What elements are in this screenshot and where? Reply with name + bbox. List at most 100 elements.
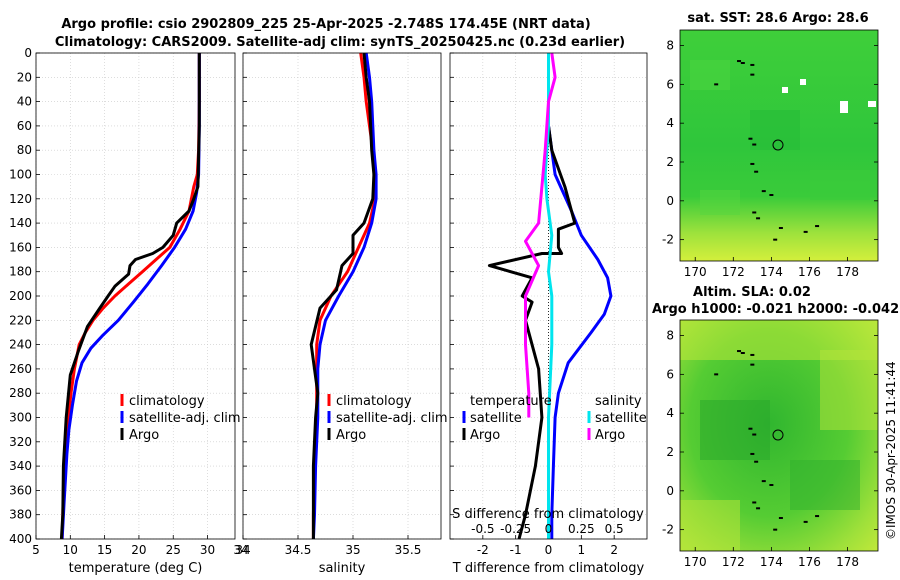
- sst-map: sat. SST: 28.6 Argo: 28.6 170 172 174 176 17…: [662, 11, 879, 279]
- map-x-tick-label: 178: [836, 555, 859, 569]
- island-mark: [769, 194, 774, 196]
- map-x-tick-label: 170: [684, 265, 707, 279]
- island-mark: [773, 528, 778, 531]
- y-tick-label: 60: [17, 119, 32, 133]
- sst-map-islands: [714, 60, 820, 241]
- x-tick-label: -1: [510, 543, 522, 557]
- island-mark: [714, 83, 719, 86]
- map-y-tick-label: -2: [662, 233, 674, 247]
- y-tick-label: 260: [9, 362, 32, 376]
- series-line-s-satellite: [543, 53, 554, 539]
- map-y-tick-label: 0: [666, 194, 674, 208]
- island-mark: [778, 227, 783, 229]
- map-x-tick-label: 172: [722, 555, 745, 569]
- island-mark: [778, 517, 783, 519]
- y-tick-label: 380: [9, 508, 32, 522]
- legend-label: satellite-adj. clim: [129, 411, 241, 426]
- axes-frame: [35, 52, 236, 540]
- s-tick-label: -0.25: [500, 522, 531, 536]
- series-group: [59, 53, 201, 540]
- map-y-tick-label: 2: [666, 155, 674, 169]
- island-mark: [752, 211, 757, 214]
- x-tick-label: -2: [477, 543, 489, 557]
- x-axis-label: temperature (deg C): [69, 561, 203, 576]
- sst-argo-marker: [772, 139, 784, 151]
- sst-map-axes: 170 172 174 176 178 -2 0 2 4 6 8: [662, 39, 878, 279]
- x-tick-label: 1: [578, 543, 586, 557]
- y-tick-label: 360: [9, 483, 32, 497]
- legend-label: Argo: [336, 428, 366, 443]
- x-tick-label: 30: [200, 543, 215, 557]
- x-axis-label: T difference from climatology: [452, 561, 645, 576]
- island-mark: [773, 238, 778, 241]
- map-x-tick-label: 176: [798, 555, 821, 569]
- map-x-tick-label: 172: [722, 265, 745, 279]
- x-tick-label: 0: [545, 543, 553, 557]
- grid: [242, 52, 441, 540]
- series-line-satellite-adj-clim: [311, 52, 378, 540]
- island-mark: [761, 480, 766, 483]
- sst-map-title: sat. SST: 28.6 Argo: 28.6: [687, 11, 868, 26]
- island-mark: [752, 501, 757, 504]
- x-tick-label: 15: [97, 543, 112, 557]
- island-mark: [803, 230, 808, 233]
- island-mark: [761, 190, 766, 193]
- sla-map-islands: [714, 350, 820, 531]
- legend-label: satellite: [470, 411, 522, 426]
- temperature-plot: 0 20 40 60 80 100 120 140 160 180 200 220 240 260 280 3…: [9, 46, 249, 576]
- x-tick-label: 20: [131, 543, 146, 557]
- s-difference-label: S difference from climatology: [452, 507, 644, 522]
- axes-frame: [449, 52, 648, 540]
- legend-label: Argo: [595, 428, 625, 443]
- y-tick-label: 20: [17, 70, 32, 84]
- island-mark: [752, 433, 757, 436]
- island-mark: [754, 460, 759, 463]
- map-x-tick-label: 174: [760, 265, 783, 279]
- y-tick-label: 220: [9, 313, 32, 327]
- island-mark: [750, 162, 755, 165]
- sla-map-frame: [679, 319, 879, 552]
- series-line-t-satellite: [547, 53, 613, 539]
- series-line-satellite-adj-clim: [60, 53, 201, 540]
- legend-label: Argo: [470, 428, 500, 443]
- island-mark: [815, 225, 820, 228]
- map-y-tick-label: 8: [666, 39, 674, 53]
- island-mark: [714, 373, 719, 376]
- difference-plot: -2 -1 0 1 2 T difference from climatology temp…: [449, 52, 648, 576]
- legend: climatology satellite-adj. clim Argo: [327, 394, 448, 443]
- y-tick-label: 280: [9, 386, 32, 400]
- y-tick-label: 200: [9, 289, 32, 303]
- island-mark: [769, 484, 774, 486]
- x-tick-label: 34.5: [285, 543, 312, 557]
- legend-label: climatology: [129, 394, 205, 409]
- y-tick-label: 240: [9, 338, 32, 352]
- y-tick-label: 40: [17, 95, 32, 109]
- map-y-tick-label: 4: [666, 406, 674, 420]
- series-group: [309, 52, 378, 540]
- y-tick-label: 160: [9, 240, 32, 254]
- map-x-tick-label: 174: [760, 555, 783, 569]
- y-tick-label: 320: [9, 435, 32, 449]
- series-line-s-argo: [524, 52, 557, 418]
- island-mark: [750, 73, 755, 76]
- x-tick-label: 35: [345, 543, 360, 557]
- y-tick-label: 100: [9, 168, 32, 182]
- island-mark: [750, 363, 755, 366]
- island-mark: [756, 507, 761, 510]
- s-tick-label: 0.25: [568, 522, 595, 536]
- legend-label: satellite: [595, 411, 647, 426]
- legend: climatology satellite-adj. clim Argo: [120, 394, 241, 443]
- sla-map-title-line2: Argo h1000: -0.021 h2000: -0.042: [652, 302, 899, 317]
- map-y-tick-label: 6: [666, 367, 674, 381]
- island-mark: [756, 217, 761, 220]
- sla-map-title-line1: Altim. SLA: 0.02: [693, 285, 811, 300]
- island-mark: [754, 170, 759, 173]
- map-x-tick-label: 176: [798, 265, 821, 279]
- figure-title-line1: Argo profile: csio 2902809_225 25-Apr-20…: [61, 17, 590, 32]
- y-tick-label: 340: [9, 459, 32, 473]
- y-tick-label: 120: [9, 192, 32, 206]
- series-group: [487, 52, 613, 540]
- series-line-climatology: [311, 52, 377, 539]
- x-tick-label-right: 34: [233, 543, 248, 557]
- island-mark: [748, 137, 753, 140]
